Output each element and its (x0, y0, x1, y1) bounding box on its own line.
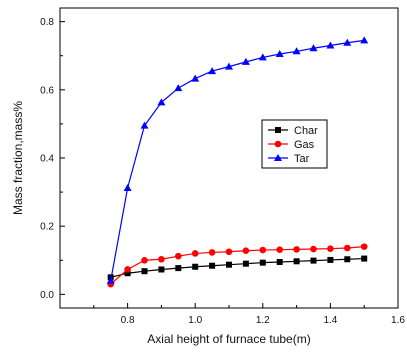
series-gas-point (310, 245, 317, 253)
series-char-point (192, 263, 199, 270)
x-tick-label: 1.6 (391, 315, 405, 326)
x-tick-label: 0.8 (121, 315, 135, 326)
axis-ticks (60, 21, 399, 308)
series-tar-point (208, 67, 217, 75)
series-gas-point (293, 246, 300, 253)
legend-tar-label: Tar (294, 153, 310, 165)
series-tar-point (140, 121, 149, 129)
series-tar-point (343, 38, 352, 46)
series-gas-point (242, 247, 250, 255)
series-char-point (276, 258, 283, 265)
series-gas-point (259, 246, 267, 254)
series-tar-point (174, 84, 183, 92)
series-gas-point (360, 243, 368, 250)
legend-gas-label: Gas (294, 139, 315, 151)
axis-tick-labels: 0.8 1.0 1.2 1.4 1.6 0.0 0.2 0.4 0.6 0.8 (40, 17, 405, 326)
series-tar-point (309, 44, 318, 52)
series-char-line (110, 257, 365, 278)
series-tar-point (157, 98, 166, 106)
series-char-point (242, 260, 249, 267)
series-gas-point (141, 256, 148, 264)
series-gas-point (158, 255, 165, 263)
series-tar-point (106, 276, 115, 284)
y-tick-label: 0.0 (40, 290, 54, 301)
series-gas (107, 243, 368, 288)
series-gas-point (327, 245, 334, 252)
series-char-point (141, 268, 148, 275)
series-char-point (209, 262, 216, 269)
series-tar-line (110, 39, 365, 281)
series-char-point (344, 256, 351, 263)
legend-char-marker (275, 127, 281, 133)
y-tick-label: 0.8 (40, 17, 54, 28)
series-tar-point (123, 184, 132, 191)
series-gas-line (110, 246, 365, 285)
y-tick-label: 0.4 (40, 154, 54, 165)
series-char-point (124, 270, 131, 277)
x-tick-label: 1.0 (188, 315, 202, 326)
series-char-point (361, 255, 368, 262)
series-char-point (158, 266, 165, 273)
series-char-point (293, 258, 300, 265)
x-tick-label: 1.4 (323, 315, 337, 326)
legend-gas-marker (274, 140, 282, 148)
series-gas-point (124, 266, 131, 273)
x-axis-title: Axial height of furnace tube(m) (147, 332, 310, 346)
series-gas-point (191, 250, 199, 257)
series-char-point (259, 259, 266, 266)
legend-char-label: Char (294, 125, 318, 137)
series-char-point (310, 257, 317, 264)
series-gas-point (276, 246, 284, 254)
series-char-point (226, 261, 232, 268)
series-gas-point (208, 249, 216, 256)
series-tar-point (241, 57, 250, 65)
y-tick-label: 0.2 (40, 222, 54, 233)
series-gas-point (225, 248, 233, 256)
legend: Char Gas Tar (261, 119, 328, 169)
x-tick-label: 1.2 (256, 315, 270, 326)
y-axis-title: Mass fraction,mass% (11, 101, 25, 215)
series-tar-point (225, 62, 233, 70)
series-tar-point (275, 50, 284, 58)
series-char-point (327, 256, 334, 263)
series-tar-point (292, 47, 301, 55)
y-tick-label: 0.6 (40, 85, 54, 96)
series-tar (106, 36, 369, 284)
series-gas-point (175, 252, 182, 260)
series-tar-point (360, 36, 369, 44)
series-layer (106, 36, 369, 288)
legend-tar-marker (274, 154, 282, 161)
series-tar-point (258, 53, 267, 61)
series-tar-point (191, 74, 200, 82)
series-tar-point (326, 41, 335, 49)
series-char-point (175, 265, 182, 272)
series-gas-point (344, 244, 351, 252)
